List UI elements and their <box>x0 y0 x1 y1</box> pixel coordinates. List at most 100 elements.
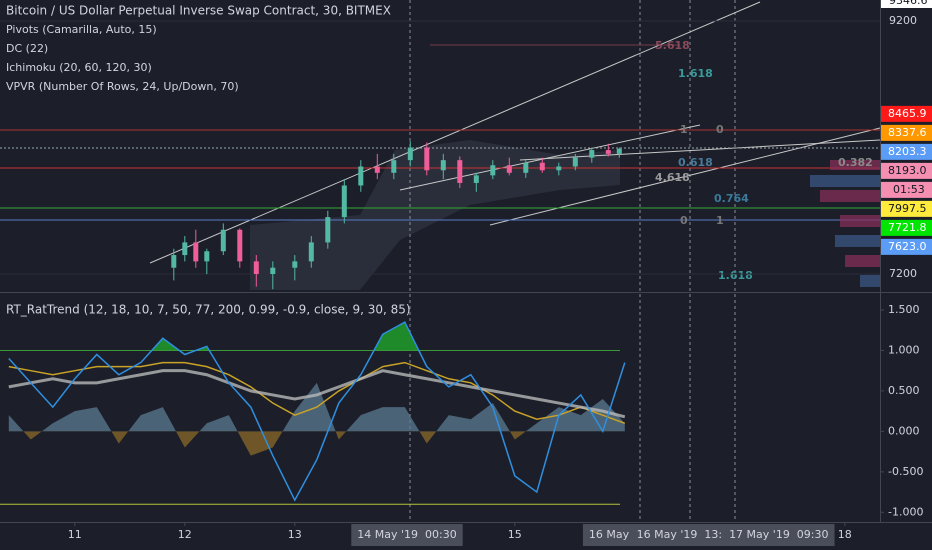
fib-label: 1 <box>716 214 724 227</box>
chart-title: Bitcoin / US Dollar Perpetual Inverse Sw… <box>6 4 391 18</box>
channel-line <box>519 139 881 161</box>
fib-label: 0.764 <box>714 192 749 205</box>
candle-body <box>506 165 512 173</box>
y-tick-label: 0.000 <box>888 424 920 437</box>
candle-body <box>589 150 595 158</box>
x-tick-label: 12 <box>178 528 192 541</box>
crosshair-label-box <box>630 524 743 546</box>
y-tick-label: 1.000 <box>888 343 920 356</box>
candle-body <box>605 150 611 154</box>
price-label-box <box>881 0 932 8</box>
price-label-box <box>881 143 932 160</box>
crosshair-label-box <box>351 524 463 546</box>
price-label-box <box>881 162 932 179</box>
indicator-name: Pivots (Camarilla, Auto, 15) <box>6 23 157 36</box>
histogram-negative <box>23 431 526 456</box>
indicator-name: DC (22) <box>6 42 48 55</box>
price-label-box <box>881 105 932 122</box>
y-tick-label: -1.000 <box>888 505 923 518</box>
candle-body <box>325 217 331 243</box>
candle-body <box>539 162 545 171</box>
price-label: 8465.9 <box>888 107 927 120</box>
candle-body <box>440 160 446 171</box>
fib-label: 1.618 <box>718 269 753 282</box>
vpvr-bar <box>830 160 880 170</box>
candle-body <box>171 255 177 268</box>
candle-body <box>204 251 210 262</box>
price-label: 8337.6 <box>888 126 927 139</box>
x-tick-label: 11 <box>68 528 82 541</box>
crosshair-label: 16 May '19 13:30 <box>637 528 736 541</box>
y-tick-label: 7200 <box>889 267 917 280</box>
candle-body <box>182 242 188 256</box>
fib-label: 0.382 <box>838 156 873 169</box>
crosshair-label: 14 May '19 00:30 <box>357 528 456 541</box>
price-label: 8203.3 <box>888 145 927 158</box>
countdown: 01:53 <box>893 183 925 196</box>
candle-body <box>292 261 298 268</box>
candle-body <box>237 229 243 262</box>
vpvr-bar <box>810 175 880 187</box>
overlays <box>0 0 881 522</box>
price-label: 7623.0 <box>888 240 927 253</box>
indicator-line <box>8 321 626 502</box>
candle-body <box>358 166 364 186</box>
indicator-line <box>8 369 626 419</box>
crosshair-label-box <box>723 524 835 546</box>
candle-body <box>391 160 397 173</box>
candle-body <box>220 229 226 252</box>
price-label: 7997.5 <box>888 202 927 215</box>
candle-body <box>374 166 380 173</box>
fib-label: 0.618 <box>678 156 713 169</box>
peak-area <box>8 322 625 351</box>
price-label: 7721.8 <box>888 221 927 234</box>
price-label: 8193.0 <box>888 164 927 177</box>
legend: Bitcoin / US Dollar Perpetual Inverse Sw… <box>6 4 411 317</box>
price-label-box <box>881 124 932 141</box>
vpvr-bar <box>845 255 880 267</box>
fib-label: 0 <box>716 123 724 136</box>
candle-body <box>308 242 314 262</box>
price-label-box <box>881 238 932 255</box>
price-label-box <box>881 219 932 236</box>
candle-body <box>407 147 413 161</box>
indicator-name: Ichimoku (20, 60, 120, 30) <box>6 61 152 74</box>
indicator-title: RT_RatTrend (12, 18, 10, 7, 50, 77, 200,… <box>6 303 411 317</box>
candle-body <box>616 148 622 154</box>
vpvr-bar <box>820 190 880 202</box>
candle-body <box>270 267 276 275</box>
indicator-name: VPVR (Number Of Rows, 24, Up/Down, 70) <box>6 80 239 93</box>
y-tick-label: -0.500 <box>888 465 923 478</box>
vpvr-bar <box>835 235 880 247</box>
fib-label: 1 <box>680 123 688 136</box>
candle-body <box>473 175 479 183</box>
candle-body <box>572 157 578 167</box>
channel-line <box>489 127 881 226</box>
fib-label: 1.618 <box>678 67 713 80</box>
indicator-line <box>8 361 626 424</box>
candle-body <box>341 185 347 218</box>
channel-line <box>399 124 701 191</box>
vpvr-bar <box>860 275 880 287</box>
price-label-box <box>881 200 932 217</box>
x-tick-label: 15 <box>508 528 522 541</box>
crosshair-label: 17 May '19 09:30 <box>729 528 828 541</box>
candle-body <box>193 242 199 262</box>
price-label: 9346.6 <box>889 0 928 7</box>
candle-body <box>253 261 259 275</box>
fib-label: 0 <box>680 214 688 227</box>
candle-body <box>457 160 463 183</box>
ichimoku-cloud <box>250 140 620 290</box>
x-tick-label: 13 <box>288 528 302 541</box>
countdown-box <box>881 181 932 198</box>
fib-annotations: 5.618 1.618 1 0 0.618 0.382 4.618 0.764 … <box>655 39 873 282</box>
y-tick-label: 0.500 <box>888 384 920 397</box>
candle-body <box>490 165 496 176</box>
fib-label: 5.618 <box>655 39 690 52</box>
candle-body <box>523 162 529 173</box>
fib-label: 4.618 <box>655 171 690 184</box>
candle-body <box>424 147 430 171</box>
y-tick-label: 9200 <box>889 14 917 27</box>
